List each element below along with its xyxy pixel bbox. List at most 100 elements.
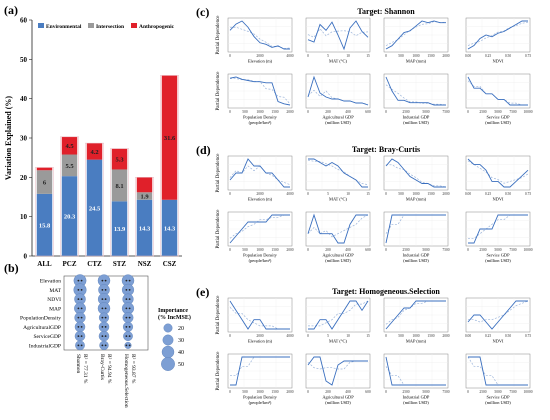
size-legend-label: 50 <box>178 362 184 368</box>
importance-bubble-dot <box>77 307 80 310</box>
importance-bubble-dot <box>104 344 107 347</box>
x-tick-label: 2500 <box>402 248 409 252</box>
x-tick-label: 0 <box>385 192 387 196</box>
bubble-row-label: MAP <box>49 306 61 312</box>
importance-bubble-dot <box>125 288 128 291</box>
x-tick-label: CSZ <box>163 260 177 268</box>
x-tick-label: 600 <box>365 390 371 394</box>
trend-line <box>385 84 447 106</box>
x-tick-label: 600 <box>365 248 371 252</box>
x-tick-label: 5000 <box>494 248 501 252</box>
x-tick-label: ALL <box>37 260 52 268</box>
bubble-row-label: AgriculturalGDP <box>23 325 61 331</box>
partial-dependence-line <box>229 300 290 330</box>
x-tick-label: 0 <box>229 390 231 394</box>
x-tick-label: NSZ <box>138 260 152 268</box>
bar-anthropogenic <box>36 167 53 171</box>
x-tick-label: 2000 <box>256 54 263 58</box>
bubble-row-label: ServiceGDP <box>34 334 62 340</box>
importance-bubble-dot <box>128 307 131 310</box>
x-tick-label: 5000 <box>422 110 429 114</box>
x-tick-label: 7500 <box>442 248 449 252</box>
x-tick-label: 1500 <box>427 334 434 338</box>
x-tick-label: 15 <box>366 334 370 338</box>
bar-outline <box>160 75 179 257</box>
x-tick-label: 500 <box>398 192 404 196</box>
x-axis-title: NDVI <box>493 197 505 202</box>
x-tick-label: 5000 <box>494 110 501 114</box>
x-tick-label: 2000 <box>256 334 263 338</box>
bar-value-label: 4.5 <box>65 143 74 150</box>
partial-dependence-line <box>385 300 446 330</box>
x-tick-label: 2000 <box>286 110 293 114</box>
x-axis-title: (million USD) <box>325 120 351 125</box>
bar-value-label: 31.6 <box>164 135 176 142</box>
bubble-row-label: NDVI <box>47 297 61 303</box>
x-tick-label: 10000 <box>524 248 533 252</box>
panel-label-e: (e) <box>196 285 209 299</box>
x-tick-label: 2000 <box>442 334 449 338</box>
y-tick-label: 20 <box>20 174 28 182</box>
panel-title: Target: Bray-Curtis <box>352 145 420 154</box>
x-tick-label: 0 <box>385 110 387 114</box>
y-axis-title: Partial Dependence <box>216 153 221 193</box>
importance-bubble <box>99 340 109 351</box>
bar-value-label: 5.5 <box>65 163 74 170</box>
bar-environmental <box>86 159 103 256</box>
x-tick-label: 0 <box>229 192 231 196</box>
x-tick-label: 0 <box>307 334 309 338</box>
x-axis-title: Elevation (m) <box>248 59 273 64</box>
bar-anthropogenic <box>136 177 153 193</box>
importance-bubble-dot <box>104 298 107 301</box>
x-axis-title: Industrial GDP <box>403 253 430 258</box>
partial-dependence-line <box>230 356 290 386</box>
x-tick-label: 0 <box>307 192 309 196</box>
x-tick-label: PCZ <box>63 260 77 268</box>
importance-bubble-dot <box>80 288 83 291</box>
partial-dependence-line <box>385 214 446 244</box>
bar-value-label: 13.9 <box>114 226 126 233</box>
importance-bubble-dot <box>128 279 131 282</box>
partial-dependence-line <box>467 76 528 106</box>
importance-bubble-dot <box>104 279 107 282</box>
importance-bubble-dot <box>101 288 104 291</box>
importance-bubble-dot <box>101 335 104 338</box>
bar-outline <box>60 136 79 257</box>
bubble-row-label: Elevation <box>40 279 61 285</box>
x-tick-label: 0 <box>307 248 309 252</box>
bar-value-label: 4.2 <box>90 149 98 156</box>
x-tick-label: 0 <box>385 334 387 338</box>
x-tick-label: 0.50 <box>505 192 511 196</box>
x-axis-title: MAP (mm) <box>406 197 427 202</box>
y-tick-label: 60 <box>20 17 28 25</box>
y-axis-title: Partial Dependence <box>216 71 221 111</box>
x-tick-label: 5000 <box>494 390 501 394</box>
importance-bubble-dot <box>125 307 128 310</box>
partial-dependence-line <box>385 356 446 386</box>
x-tick-label: 0 <box>229 334 231 338</box>
bar-value-label: 24.5 <box>89 205 101 212</box>
x-tick-label: 10 <box>346 54 350 58</box>
importance-bubble-dot <box>101 307 104 310</box>
partial-dependence-line <box>385 20 446 50</box>
x-tick-label: 2000 <box>442 192 449 196</box>
x-axis-title: Agricultural GDP <box>322 253 354 258</box>
partial-dependence-line <box>229 158 290 188</box>
bar-value-label: 20.3 <box>64 214 76 221</box>
bar-value-label: 14.3 <box>164 225 176 232</box>
importance-bubble-dot <box>77 288 80 291</box>
importance-bubble-dot <box>80 307 83 310</box>
x-tick-label: 15 <box>366 192 370 196</box>
x-tick-label: STZ <box>113 260 127 268</box>
x-tick-label: 200 <box>325 390 331 394</box>
trend-line <box>229 214 290 239</box>
x-tick-label: 0 <box>229 248 231 252</box>
partial-dependence-line <box>307 213 368 244</box>
trend-line <box>307 28 369 38</box>
bar-value-label: 5.3 <box>115 157 124 164</box>
importance-bubble <box>74 330 86 342</box>
x-axis-title: MAT (°C) <box>329 197 347 202</box>
partial-dependence-line <box>308 158 368 188</box>
importance-bubble-dot <box>104 325 107 328</box>
